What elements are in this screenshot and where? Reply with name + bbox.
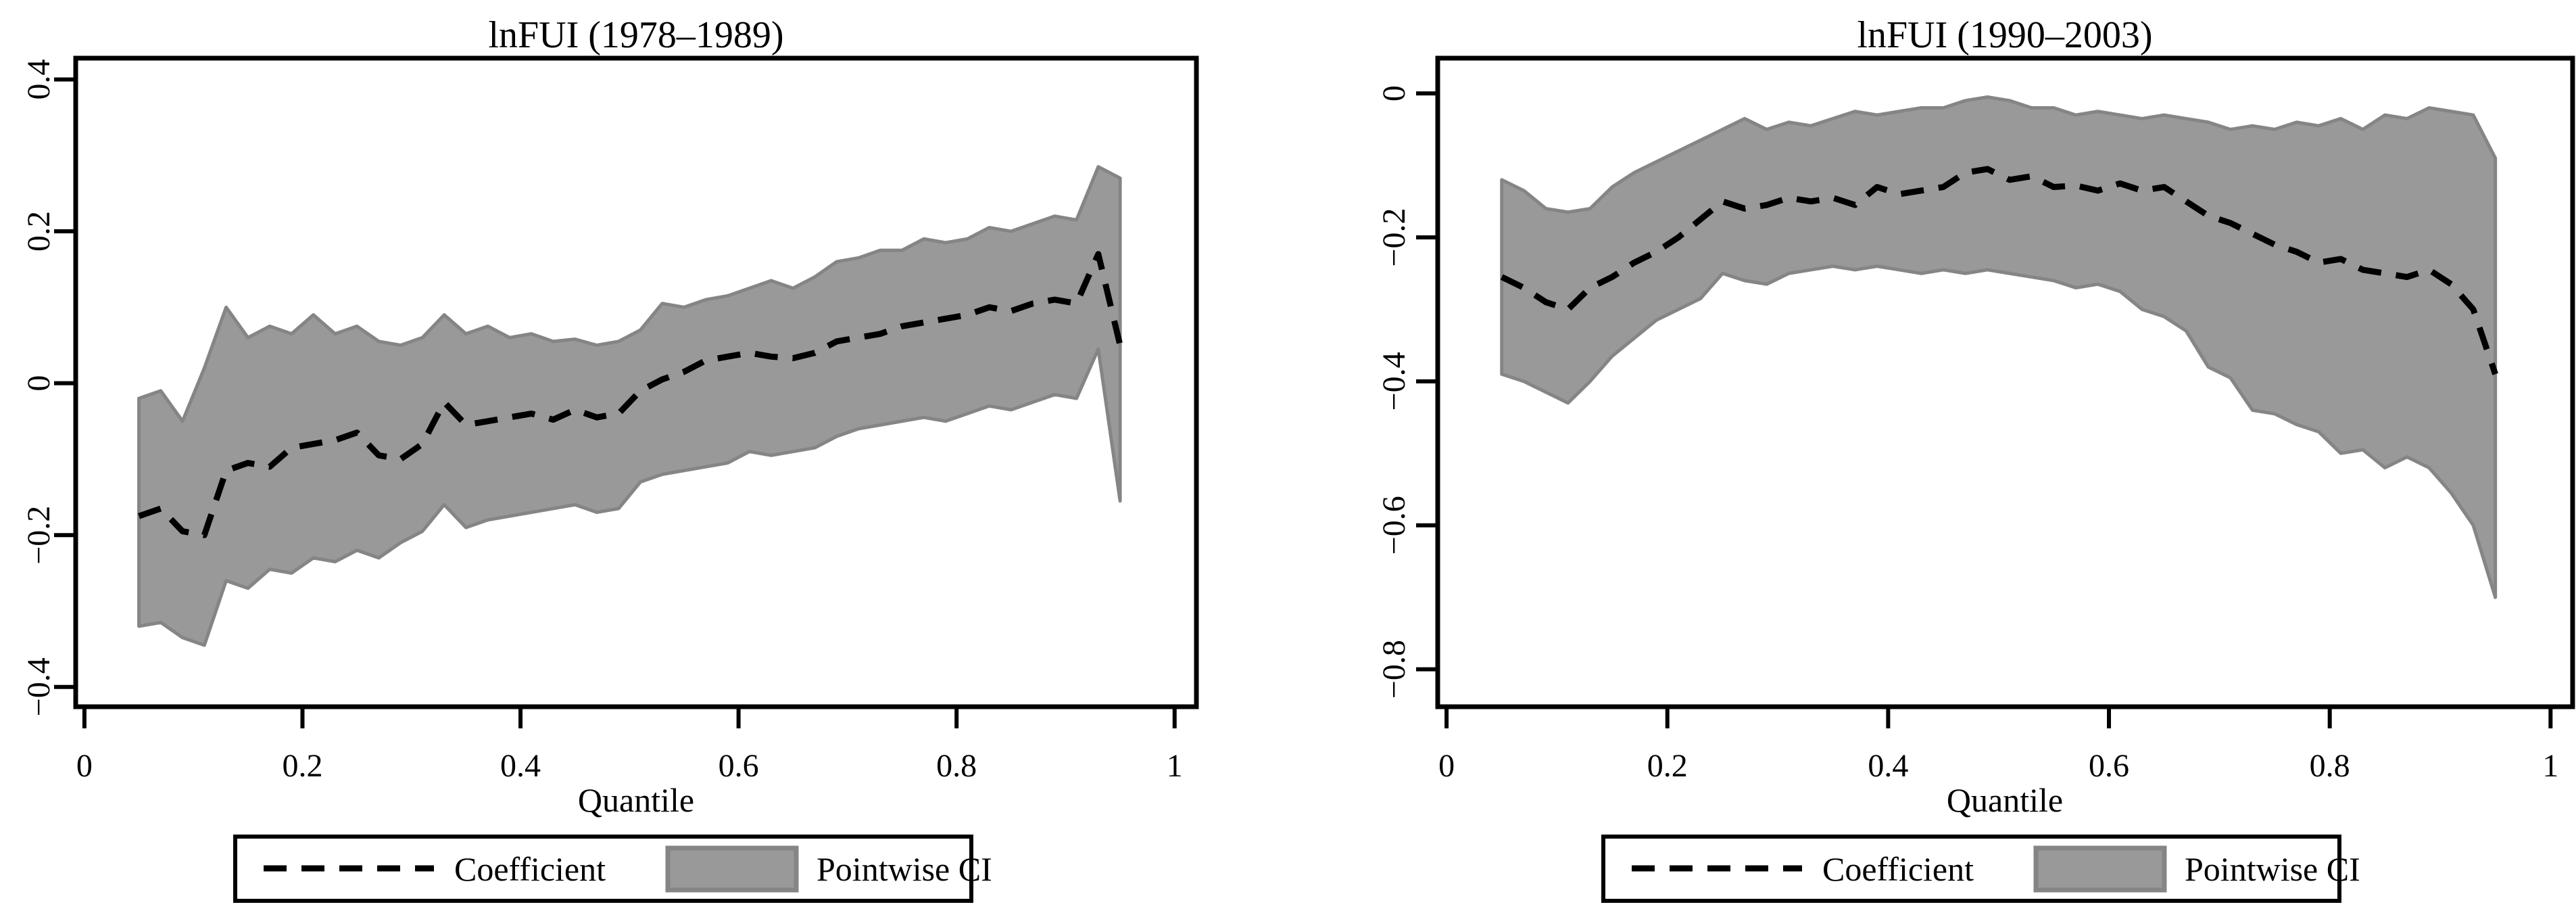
legend-label-ci: Pointwise CI — [2185, 850, 2360, 888]
x-tick-label: 0.2 — [282, 748, 322, 784]
coefficient-line — [1500, 166, 2498, 375]
y-tick-label: 0 — [1376, 85, 1412, 101]
y-tick-label: −0.4 — [1376, 352, 1412, 411]
y-tick-label: −0.2 — [1376, 208, 1412, 266]
legend-swatch — [2033, 845, 2167, 893]
x-tick-label: 0.4 — [1868, 748, 1908, 784]
panel-title: lnFUI (1978–1989) — [488, 14, 783, 56]
y-tick-label: −0.4 — [21, 657, 57, 716]
panel-right: lnFUI (1990–2003) 0 0.2 0.4 0.6 0.8 1 0 −0.2 −0.… — [1376, 14, 2575, 903]
coefficient-line — [138, 251, 1123, 538]
y-tick-label: 0.4 — [21, 59, 57, 99]
x-tick-label: 0 — [1438, 748, 1455, 784]
panel-left: lnFUI (1978–1989) 0 0.2 0.4 0.6 0.8 10.40.20−… — [21, 14, 1199, 903]
legend-right: Coefficient Pointwise CI — [1601, 835, 2360, 903]
x-axis-label: Quantile — [1947, 781, 2063, 819]
panel-title: lnFUI (1990–2003) — [1857, 14, 2152, 56]
plot-frame — [73, 55, 1199, 709]
y-tick-label: −0.8 — [1376, 640, 1412, 699]
plot-frame — [1435, 55, 2575, 709]
legend-label-coefficient: Coefficient — [1822, 850, 1974, 888]
y-tick-label: 0 — [21, 375, 57, 392]
x-tick-label: 0.6 — [2089, 748, 2129, 784]
y-tick-label: 0.2 — [21, 211, 57, 252]
legend-label-coefficient: Coefficient — [454, 850, 606, 888]
x-tick-label: 0.8 — [936, 748, 977, 784]
x-tick-label: 0.6 — [719, 748, 759, 784]
y-tick-label: −0.6 — [1376, 496, 1412, 555]
plot-area-right: 0 0.2 0.4 0.6 0.8 1 0 −0.2 −0.4 −0.6 −0.8 — [1376, 85, 2558, 784]
x-tick-label: 1 — [1167, 748, 1183, 784]
plot-area-left: 0 0.2 0.4 0.6 0.8 1 0.4 0.2 0 −0.2 −0.4 — [21, 59, 1183, 784]
x-tick-label: 0.2 — [1647, 748, 1688, 784]
x-axis-label: Quantile — [578, 781, 694, 819]
ci-band — [1500, 95, 2498, 599]
x-tick-label: 0.8 — [2310, 748, 2350, 784]
y-tick-label: −0.2 — [21, 506, 57, 565]
legend-left: Coefficient Pointwise CI — [233, 835, 992, 903]
x-tick-label: 0 — [76, 748, 93, 784]
legend-label-ci: Pointwise CI — [817, 850, 992, 888]
legend-swatch — [665, 845, 799, 893]
x-tick-label: 0.4 — [500, 748, 541, 784]
x-tick-label: 1 — [2542, 748, 2558, 784]
